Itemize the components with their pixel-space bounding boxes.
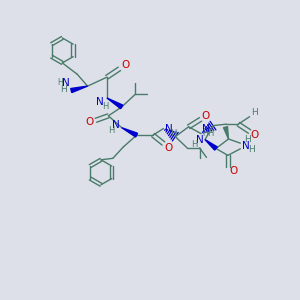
Polygon shape xyxy=(122,128,138,137)
Text: H: H xyxy=(191,140,198,148)
Text: H: H xyxy=(102,102,109,111)
Text: H: H xyxy=(251,108,258,117)
Text: H: H xyxy=(248,145,254,154)
Text: N: N xyxy=(97,97,104,106)
Text: O: O xyxy=(164,142,172,153)
Text: N: N xyxy=(202,124,209,134)
Text: H: H xyxy=(244,135,250,144)
Text: N: N xyxy=(112,120,120,130)
Text: O: O xyxy=(121,60,130,70)
Text: H: H xyxy=(207,129,213,138)
Text: H: H xyxy=(60,85,67,94)
Text: N: N xyxy=(196,135,203,145)
Text: H: H xyxy=(170,129,176,138)
Text: H: H xyxy=(57,78,63,87)
Polygon shape xyxy=(107,98,123,109)
Polygon shape xyxy=(71,86,88,93)
Text: O: O xyxy=(229,166,237,176)
Text: O: O xyxy=(86,117,94,128)
Text: H: H xyxy=(108,126,115,135)
Text: H: H xyxy=(202,129,208,138)
Text: N: N xyxy=(62,77,70,88)
Text: N: N xyxy=(242,141,250,151)
Text: O: O xyxy=(202,110,210,121)
Polygon shape xyxy=(205,140,217,150)
Text: N: N xyxy=(165,124,172,134)
Polygon shape xyxy=(224,127,229,139)
Text: O: O xyxy=(250,130,259,140)
